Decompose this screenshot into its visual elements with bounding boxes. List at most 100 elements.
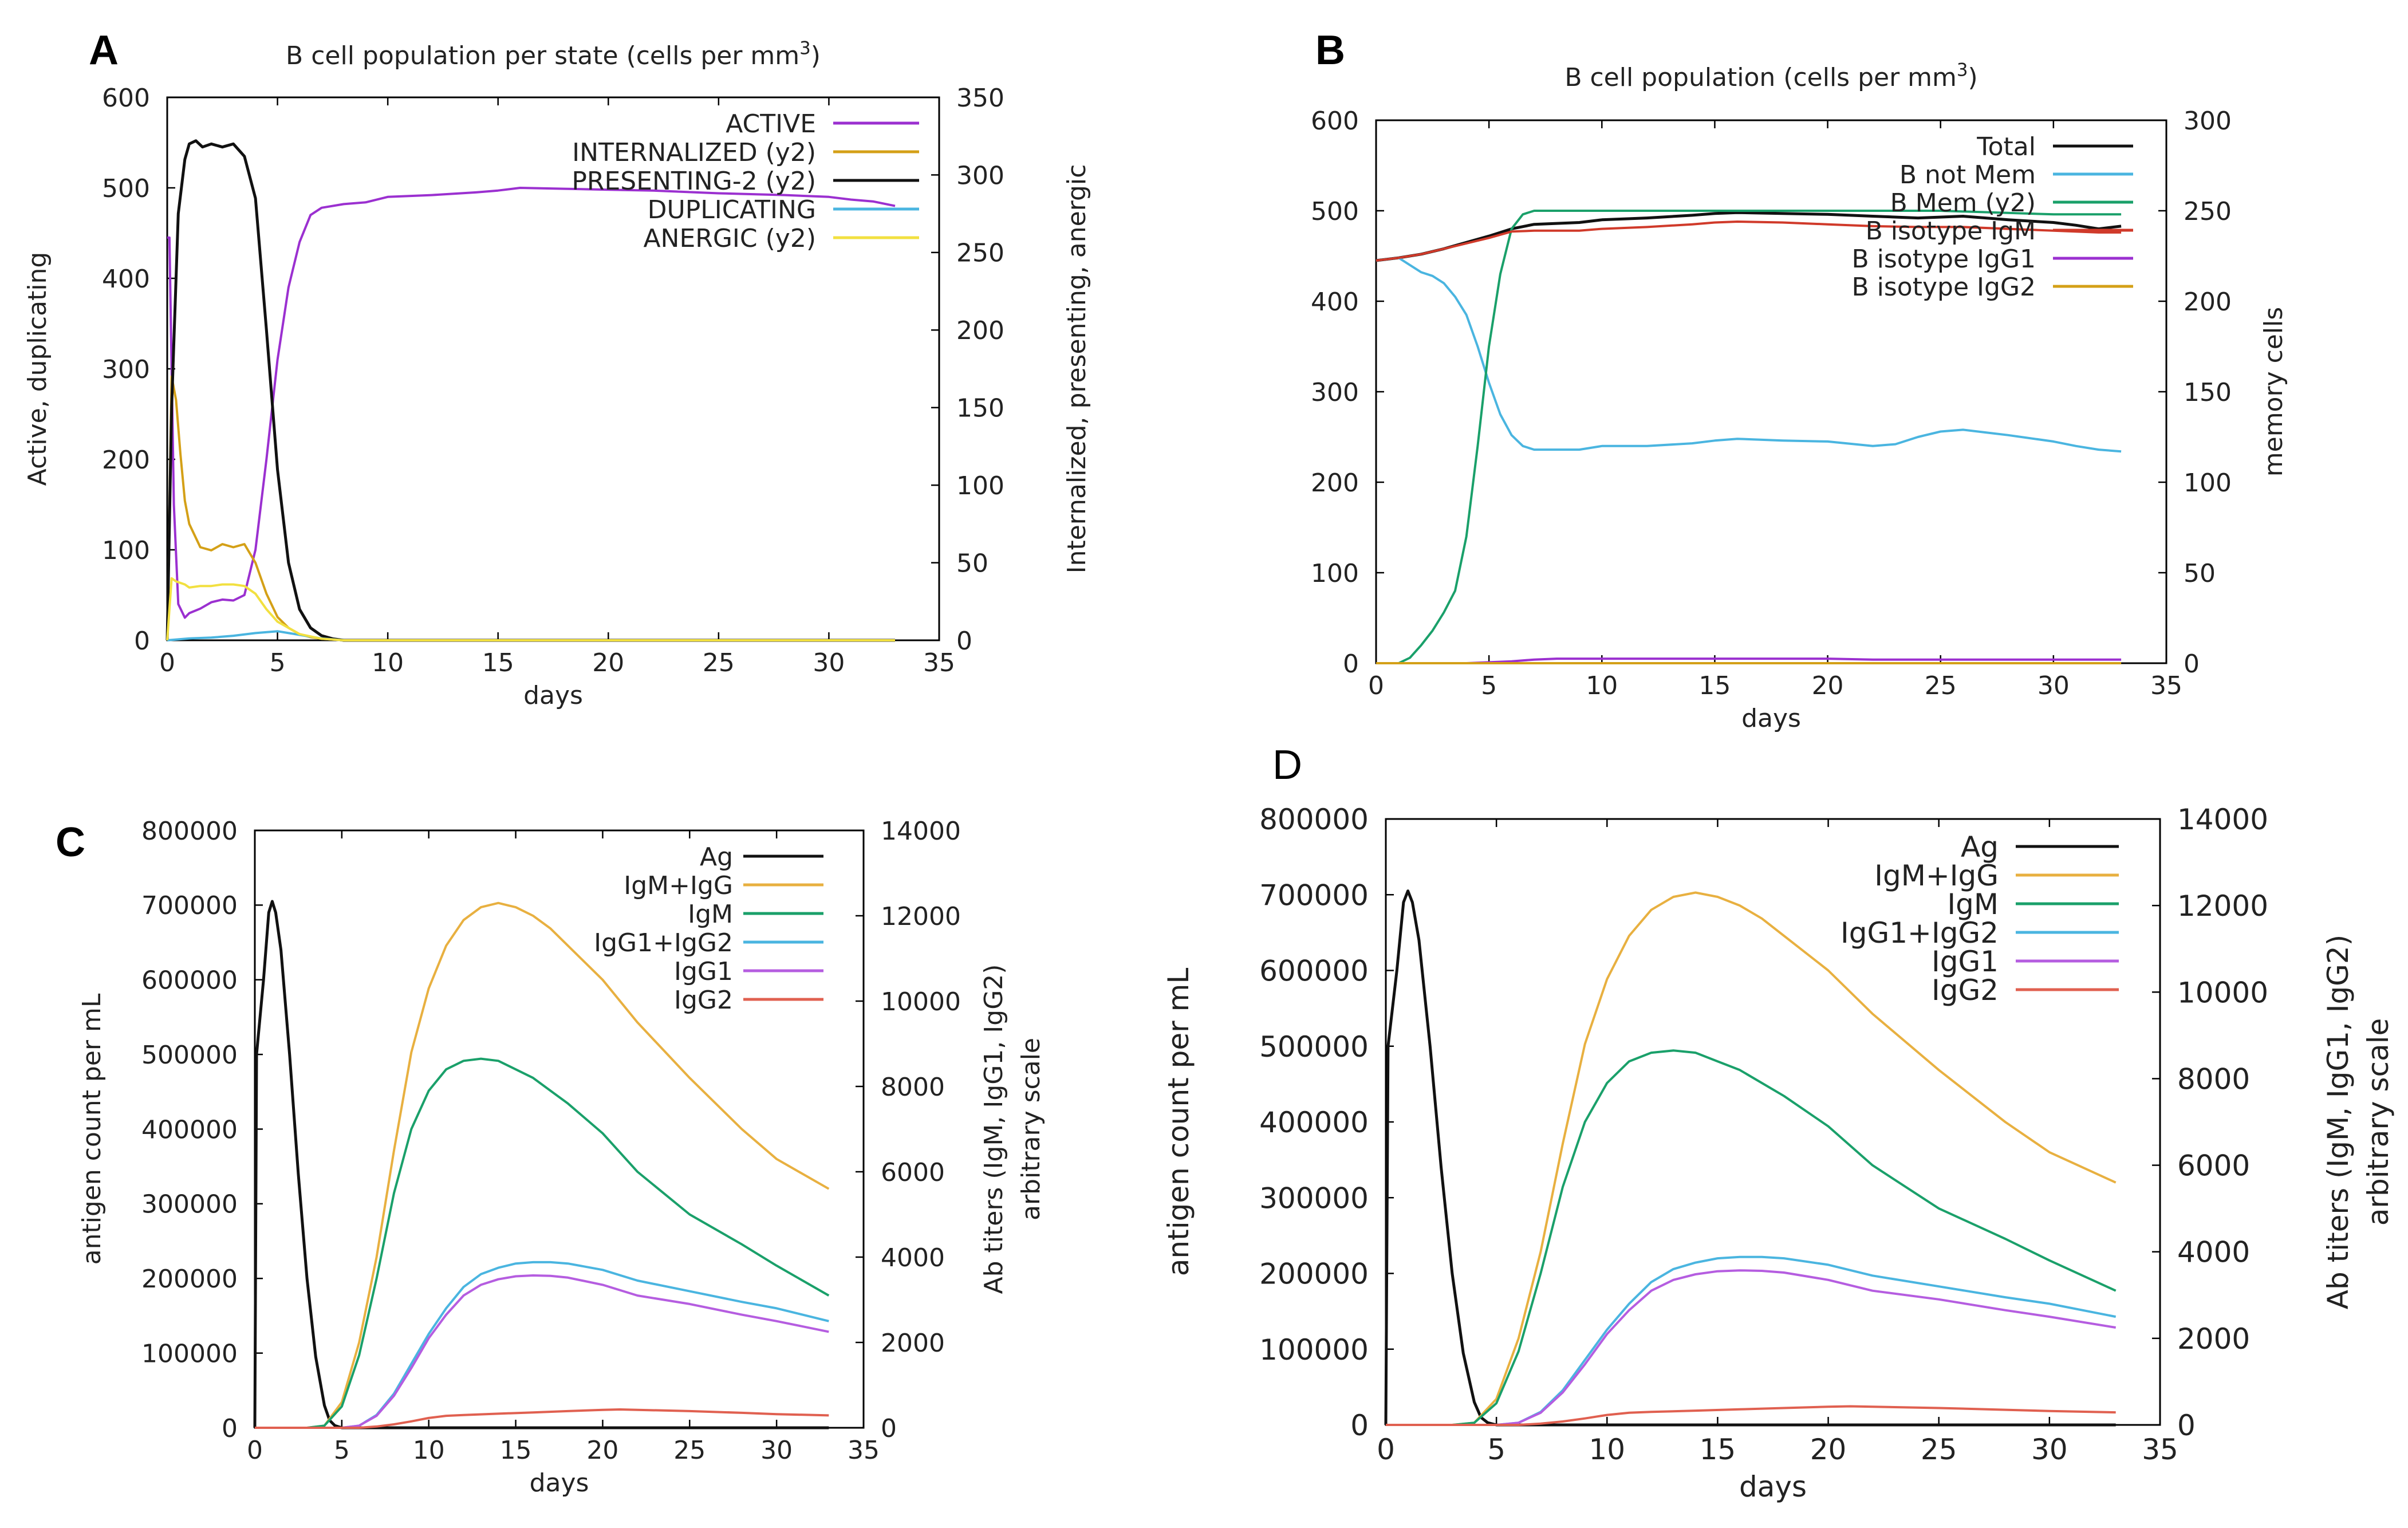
series-line-d-igg1 bbox=[1386, 1269, 2117, 1426]
x-tick-label-d: 10 bbox=[1589, 1433, 1625, 1466]
y2-tick-label-b: 300 bbox=[2184, 107, 2232, 136]
x-tick-label-b: 5 bbox=[1481, 671, 1497, 700]
x-tick-label-c: 25 bbox=[673, 1436, 706, 1465]
y2-tick-label-a: 150 bbox=[956, 394, 1004, 423]
series-line-c-igg2 bbox=[255, 1408, 829, 1429]
y2-tick-label-a: 100 bbox=[956, 471, 1004, 501]
x-tick-label-d: 5 bbox=[1487, 1433, 1506, 1466]
y2-tick-label-b: 100 bbox=[2184, 468, 2232, 498]
legend-label-a-active: ACTIVE bbox=[726, 109, 816, 139]
y-tick-label-c: 700000 bbox=[141, 891, 238, 920]
legend-label-c-igm: IgM bbox=[688, 900, 733, 929]
y2-tick-label-b: 250 bbox=[2184, 197, 2232, 226]
series-group-d bbox=[1384, 889, 2117, 1427]
series-line-b-b-isotype-igm bbox=[1376, 220, 2122, 262]
x-tick-label-c: 30 bbox=[760, 1436, 793, 1465]
chart-title-end-b: ) bbox=[1968, 63, 1978, 92]
panel-letter-b: B bbox=[1315, 27, 1345, 73]
x-tick-label-b: 30 bbox=[2037, 671, 2070, 700]
series-line-b-b-not-mem bbox=[1376, 257, 2122, 453]
y-tick-label-a: 100 bbox=[102, 536, 150, 565]
y-tick-label-b: 400 bbox=[1311, 288, 1359, 317]
x-tick-label-d: 35 bbox=[2142, 1433, 2178, 1466]
y2-tick-label-d: 10000 bbox=[2177, 976, 2268, 1009]
y-tick-label-a: 0 bbox=[134, 627, 150, 656]
y2-tick-label-a: 350 bbox=[956, 84, 1004, 113]
y-tick-label-b: 500 bbox=[1311, 197, 1359, 226]
x-tick-label-c: 0 bbox=[247, 1436, 263, 1465]
x-tick-label-b: 15 bbox=[1698, 671, 1731, 700]
y-axis-label-d: antigen count per mL bbox=[1162, 968, 1195, 1277]
y-axis-label-c: antigen count per mL bbox=[77, 993, 107, 1265]
x-tick-label-d: 30 bbox=[2031, 1433, 2068, 1466]
series-line-c-igg1 bbox=[255, 1274, 829, 1429]
series-group-a bbox=[165, 139, 896, 642]
chart-title-sup-a: 3 bbox=[799, 38, 811, 58]
x-tick-label-b: 0 bbox=[1368, 671, 1384, 700]
x-tick-label-a: 10 bbox=[372, 648, 404, 678]
y-axis-label-a: Active, duplicating bbox=[23, 252, 52, 486]
legend-label-c-igg1-igg2: IgG1+IgG2 bbox=[594, 928, 733, 958]
y2-tick-label-d: 14000 bbox=[2177, 803, 2268, 836]
y2-tick-label-a: 50 bbox=[956, 549, 988, 578]
x-tick-label-d: 25 bbox=[1921, 1433, 1957, 1466]
y-tick-label-d: 400000 bbox=[1259, 1106, 1369, 1139]
legend-label-b-b-not-mem: B not Mem bbox=[1899, 160, 2036, 190]
series-line-c-ag bbox=[253, 900, 829, 1429]
chart-d: 0 5 10 15 20 25 30 3501000002000003000004000005… bbox=[1162, 803, 2395, 1503]
y2-tick-label-c: 0 bbox=[881, 1414, 897, 1443]
x-axis-label-b: days bbox=[1741, 704, 1801, 733]
y-tick-label-d: 0 bbox=[1350, 1409, 1369, 1442]
x-tick-label-a: 0 bbox=[159, 648, 175, 678]
y2-tick-label-c: 8000 bbox=[881, 1073, 945, 1102]
x-tick-label-b: 35 bbox=[2150, 671, 2182, 700]
y2-axis-label-c: Ab titers (IgM, IgG1, IgG2) bbox=[979, 964, 1008, 1294]
y-tick-label-b: 600 bbox=[1311, 107, 1359, 136]
y-tick-label-a: 300 bbox=[102, 355, 150, 384]
y-tick-label-a: 600 bbox=[102, 84, 150, 113]
series-line-a-presenting-2-y2- bbox=[165, 139, 895, 642]
y2-axis-label-a: Internalized, presenting, anergic bbox=[1062, 164, 1091, 574]
y-tick-label-d: 100000 bbox=[1259, 1333, 1369, 1366]
legend-label-c-ag: Ag bbox=[700, 842, 733, 872]
y2-tick-label-d: 6000 bbox=[2177, 1149, 2250, 1183]
x-tick-label-d: 0 bbox=[1377, 1433, 1395, 1466]
y2-tick-label-a: 200 bbox=[956, 316, 1004, 345]
legend-label-d-igg2: IgG2 bbox=[1932, 974, 1999, 1007]
y2-axis-label-d: Ab titers (IgM, IgG1, IgG2) bbox=[2322, 935, 2355, 1310]
panel-letter-c: C bbox=[56, 820, 85, 865]
y-tick-label-b: 0 bbox=[1343, 649, 1359, 679]
x-tick-label-b: 20 bbox=[1812, 671, 1844, 700]
legend-label-c-igg2: IgG2 bbox=[674, 986, 733, 1015]
x-tick-label-d: 15 bbox=[1700, 1433, 1736, 1466]
chart-c: 0 5 10 15 20 25 30 3501000002000003000004000005… bbox=[77, 817, 1046, 1498]
legend-label-c-igg1: IgG1 bbox=[674, 957, 733, 986]
y-tick-label-c: 400000 bbox=[141, 1115, 238, 1144]
chart-a: 0 5 10 15 20 25 30 3501002003004005006000501001… bbox=[23, 38, 1091, 710]
chart-title-end-a: ) bbox=[811, 41, 821, 70]
x-axis-label-a: days bbox=[523, 681, 583, 710]
y2-tick-label-d: 8000 bbox=[2177, 1062, 2250, 1096]
x-axis-label-d: days bbox=[1739, 1470, 1807, 1503]
legend-label-a-presenting-2-y2-: PRESENTING-2 (y2) bbox=[572, 167, 816, 196]
x-tick-label-b: 10 bbox=[1586, 671, 1618, 700]
y2-tick-label-c: 2000 bbox=[881, 1329, 945, 1358]
series-line-a-active bbox=[167, 187, 896, 619]
y2-tick-label-d: 4000 bbox=[2177, 1236, 2250, 1269]
legend-label-b-b-mem-y2-: B Mem (y2) bbox=[1890, 188, 2036, 218]
series-line-d-igm-igg bbox=[1386, 891, 2117, 1426]
y2-tick-label-d: 12000 bbox=[2177, 889, 2268, 923]
series-line-d-ag bbox=[1384, 889, 2116, 1427]
y2-tick-label-c: 6000 bbox=[881, 1158, 945, 1187]
legend-label-a-anergic-y2-: ANERGIC (y2) bbox=[643, 224, 816, 253]
series-line-d-igm bbox=[1386, 1049, 2117, 1426]
x-tick-label-a: 20 bbox=[592, 648, 624, 678]
y2-axis-label-line2-d: arbitrary scale bbox=[2362, 1018, 2395, 1226]
legend-label-d-igg1: IgG1 bbox=[1932, 945, 1999, 978]
y-tick-label-d: 200000 bbox=[1259, 1258, 1369, 1291]
legend-label-d-igm: IgM bbox=[1947, 888, 1999, 921]
y-tick-label-c: 800000 bbox=[141, 817, 238, 846]
series-line-c-igm-igg bbox=[255, 901, 830, 1429]
